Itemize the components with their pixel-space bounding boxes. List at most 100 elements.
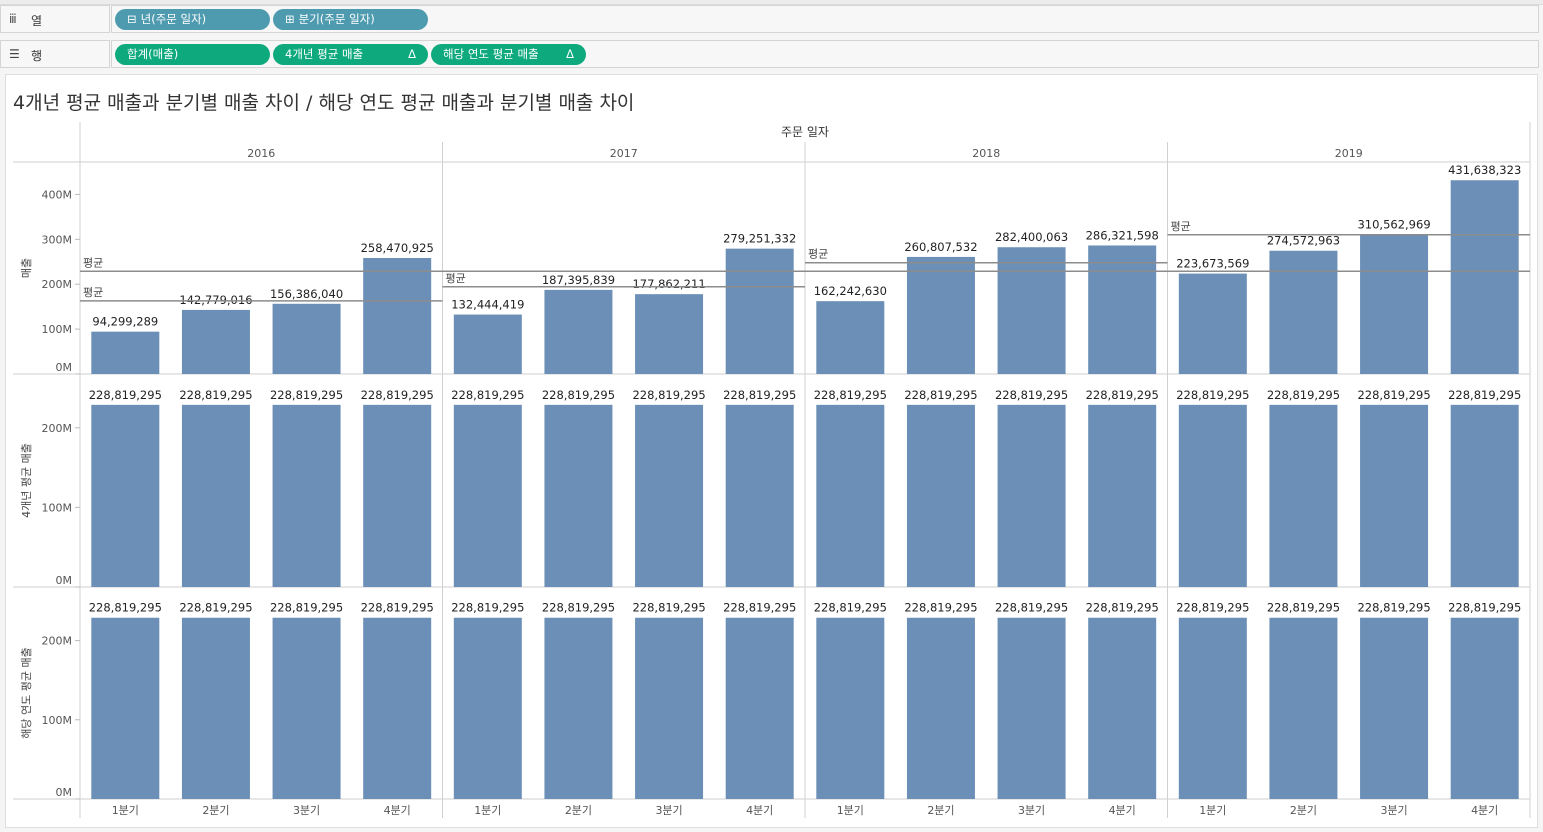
- y-tick-label: 300M: [42, 233, 73, 246]
- bar-value-label: 228,819,295: [542, 601, 615, 615]
- pill-sum-sales[interactable]: 합계(매출): [115, 44, 270, 65]
- bar[interactable]: [725, 404, 794, 587]
- bar[interactable]: [363, 257, 432, 374]
- bar[interactable]: [906, 617, 975, 799]
- bar[interactable]: [91, 331, 160, 374]
- bar-value-label: 431,638,323: [1448, 163, 1521, 177]
- y-tick-label: 0M: [56, 786, 73, 799]
- bar[interactable]: [997, 617, 1066, 799]
- bar[interactable]: [1450, 404, 1519, 587]
- bar-value-label: 228,819,295: [814, 388, 887, 402]
- bar[interactable]: [181, 404, 250, 587]
- bar-value-label: 228,819,295: [723, 388, 796, 402]
- bar-value-label: 260,807,532: [904, 240, 977, 254]
- bar[interactable]: [544, 404, 613, 587]
- bar-value-label: 162,242,630: [814, 284, 887, 298]
- bar-value-label: 228,819,295: [995, 601, 1068, 615]
- bar[interactable]: [635, 294, 704, 374]
- bar-value-label: 228,819,295: [632, 388, 705, 402]
- bar[interactable]: [635, 617, 704, 799]
- bar-value-label: 228,819,295: [1448, 388, 1521, 402]
- rows-shelf: ☰ 행 합계(매출) 4개년 평균 매출 Δ 해당 연도 평균 매출 Δ: [0, 40, 1543, 68]
- bar-value-label: 228,819,295: [1086, 388, 1159, 402]
- x-category-label: 1분기: [112, 804, 139, 817]
- chart-title: 4개년 평균 매출과 분기별 매출 차이 / 해당 연도 평균 매출과 분기별 …: [13, 92, 635, 114]
- bar-value-label: 228,819,295: [904, 388, 977, 402]
- y-axis-title: 매출: [20, 258, 33, 278]
- bar[interactable]: [363, 617, 432, 799]
- bar[interactable]: [997, 247, 1066, 374]
- bar[interactable]: [1360, 234, 1429, 374]
- bar[interactable]: [453, 404, 522, 587]
- bar[interactable]: [1178, 404, 1247, 587]
- pill-quarter-order-date[interactable]: ⊞ 분기(주문 일자): [273, 9, 428, 30]
- rows-shelf-body[interactable]: 합계(매출) 4개년 평균 매출 Δ 해당 연도 평균 매출 Δ: [111, 40, 1539, 68]
- delta-icon: Δ: [408, 47, 416, 61]
- bar[interactable]: [1088, 404, 1157, 587]
- pill-label: 년(주문 일자): [140, 12, 207, 26]
- reference-line-label: 평균: [446, 272, 466, 285]
- bar[interactable]: [544, 289, 613, 374]
- bar[interactable]: [906, 404, 975, 587]
- reference-line-label: 평균: [1171, 220, 1191, 233]
- bar[interactable]: [453, 314, 522, 374]
- columns-shelf-label: ⅲ 열: [0, 5, 110, 33]
- reference-line-label: 평균: [808, 248, 828, 261]
- y-tick-label: 0M: [56, 574, 73, 587]
- bar[interactable]: [997, 404, 1066, 587]
- collapse-icon[interactable]: ⊟: [127, 12, 137, 26]
- bar[interactable]: [91, 617, 160, 799]
- bar-value-label: 228,819,295: [179, 601, 252, 615]
- bar[interactable]: [181, 309, 250, 374]
- bar[interactable]: [1450, 617, 1519, 799]
- bar[interactable]: [1269, 404, 1338, 587]
- bar[interactable]: [635, 404, 704, 587]
- bar-value-label: 94,299,289: [92, 315, 158, 329]
- y-tick-label: 100M: [42, 501, 73, 514]
- bar[interactable]: [1450, 180, 1519, 374]
- y-tick-label: 200M: [42, 422, 73, 435]
- pill-label: 합계(매출): [127, 47, 179, 61]
- x-category-label: 1분기: [1199, 804, 1226, 817]
- expand-icon[interactable]: ⊞: [285, 12, 295, 26]
- x-category-label: 3분기: [655, 804, 682, 817]
- bar[interactable]: [181, 617, 250, 799]
- bar-value-label: 177,862,211: [632, 277, 705, 291]
- bar[interactable]: [725, 617, 794, 799]
- bar-value-label: 228,819,295: [814, 601, 887, 615]
- columns-shelf-body[interactable]: ⊟ 년(주문 일자) ⊞ 분기(주문 일자): [111, 5, 1539, 33]
- bar[interactable]: [1360, 617, 1429, 799]
- bar[interactable]: [1178, 617, 1247, 799]
- bar[interactable]: [91, 404, 160, 587]
- bar[interactable]: [272, 303, 341, 374]
- y-axis-title: 4개년 평균 매출: [20, 443, 33, 518]
- bar[interactable]: [363, 404, 432, 587]
- columns-icon: ⅲ: [9, 12, 17, 26]
- bar[interactable]: [1360, 404, 1429, 587]
- bar-value-label: 228,819,295: [451, 388, 524, 402]
- bar[interactable]: [816, 301, 885, 374]
- bar[interactable]: [906, 256, 975, 374]
- bar-value-label: 228,819,295: [632, 601, 705, 615]
- bar[interactable]: [816, 404, 885, 587]
- bar[interactable]: [725, 248, 794, 374]
- bar[interactable]: [816, 617, 885, 799]
- bar-value-label: 228,819,295: [89, 388, 162, 402]
- bar[interactable]: [1088, 245, 1157, 374]
- x-category-label: 2분기: [565, 804, 592, 817]
- pill-year-order-date[interactable]: ⊟ 년(주문 일자): [115, 9, 270, 30]
- pill-4yr-avg-sales[interactable]: 4개년 평균 매출 Δ: [273, 44, 428, 65]
- bar[interactable]: [1269, 617, 1338, 799]
- bar-value-label: 228,819,295: [1267, 388, 1340, 402]
- bar[interactable]: [1269, 250, 1338, 374]
- bar-value-label: 228,819,295: [361, 601, 434, 615]
- bar[interactable]: [1178, 273, 1247, 374]
- bar[interactable]: [544, 617, 613, 799]
- column-header-label: 주문 일자: [781, 125, 829, 139]
- bar[interactable]: [272, 617, 341, 799]
- bar[interactable]: [272, 404, 341, 587]
- bar-value-label: 228,819,295: [451, 601, 524, 615]
- bar[interactable]: [453, 617, 522, 799]
- bar[interactable]: [1088, 617, 1157, 799]
- pill-year-avg-sales[interactable]: 해당 연도 평균 매출 Δ: [431, 44, 586, 65]
